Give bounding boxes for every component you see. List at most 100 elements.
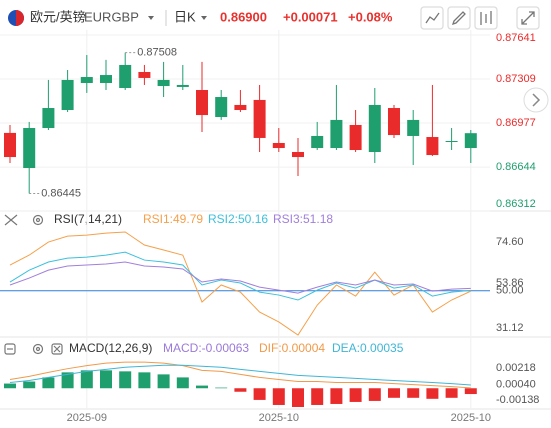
x-tick-label: 2025-10: [451, 412, 491, 424]
macd-bar: [196, 385, 208, 389]
tool-button[interactable]: [447, 6, 471, 30]
macd-bar: [368, 388, 381, 401]
macd-bar: [330, 388, 343, 404]
pane-icons: [4, 214, 63, 355]
series-line: [9, 251, 471, 301]
settings-icon-center: [35, 217, 41, 223]
header: 欧元/英镑 EURGBP 日K 0.86900 +0.00071 +0.08%: [8, 6, 540, 30]
symbol[interactable]: EURGBP: [84, 9, 139, 24]
macd-bar: [253, 388, 266, 400]
plot-area: 2025-09 2025-10 2025-10 0.87641 0.87309 0.869…: [0, 30, 539, 424]
macd-bar: [215, 387, 228, 389]
close-icon[interactable]: [51, 343, 63, 355]
high-label: 0.87508: [137, 47, 177, 59]
candle-body: [80, 77, 93, 83]
candle-body: [426, 137, 439, 156]
y-tick-label: 53.86: [496, 277, 524, 289]
macd-bar: [234, 388, 247, 392]
dropdown-arrow[interactable]: [148, 16, 154, 20]
low-label: 0.86445: [41, 187, 81, 199]
candle-body: [368, 104, 381, 152]
macd-title: MACD(12,26,9): [69, 341, 152, 355]
legend-entry: RSI1:49.79: [143, 212, 203, 226]
candle-body: [253, 99, 266, 138]
y-tick-label: 0.00218: [496, 362, 536, 374]
candle-body: [100, 75, 112, 83]
candle-body: [464, 133, 477, 149]
candle-body: [196, 90, 208, 116]
x-tick-label: 2025-10: [259, 412, 299, 424]
candle-body: [445, 141, 458, 143]
y-tick-label: 31.12: [496, 322, 524, 334]
tool-button[interactable]: [420, 6, 444, 30]
macd-bar: [157, 374, 170, 389]
macd-bar: [388, 388, 400, 398]
change: +0.00071: [283, 9, 338, 24]
tool-icon: [451, 11, 466, 26]
collapse-icon[interactable]: [4, 214, 18, 226]
settings-icon[interactable]: [32, 214, 44, 226]
macd-bar: [80, 370, 93, 389]
macd-bar: [138, 372, 151, 389]
candle-body: [119, 64, 132, 89]
y-tick-label: 0.00040: [496, 378, 536, 390]
legend-entry: DIF:0.00004: [259, 341, 325, 355]
candle-body: [292, 151, 304, 158]
settings-icon[interactable]: [32, 343, 44, 355]
y-tick-label: -0.00138: [496, 394, 539, 406]
macd-bar: [272, 388, 285, 405]
scroll-button[interactable]: [523, 87, 549, 113]
candle-body: [407, 119, 420, 136]
macd-bar: [407, 388, 420, 398]
tool-icon: [425, 12, 440, 24]
tool-icon: [521, 11, 535, 25]
macd-bar: [311, 388, 324, 405]
settings-icon-center: [35, 346, 41, 352]
x-tick-label: 2025-09: [67, 412, 107, 424]
candle-body: [4, 132, 16, 158]
macd-bar: [100, 370, 112, 389]
macd-bar: [23, 381, 36, 389]
series-line: [9, 261, 471, 294]
collapse-icon[interactable]: [4, 343, 16, 355]
candle-body: [349, 124, 362, 151]
flag-icon-half: [16, 10, 24, 26]
legend-entry: MACD:-0.00063: [163, 341, 249, 355]
series-line: [9, 231, 472, 336]
candle-body: [138, 71, 151, 78]
instrument-name: 欧元/英镑: [30, 9, 86, 24]
change-percent: +0.08%: [348, 9, 393, 24]
series-line: [9, 361, 471, 389]
period[interactable]: 日K: [174, 9, 196, 24]
candle-body: [23, 128, 36, 169]
macd-bar: [292, 388, 304, 407]
y-tick-label: 0.86644: [496, 161, 536, 173]
candle-body: [215, 97, 228, 118]
candle-body: [388, 108, 400, 136]
macd-bar: [176, 377, 189, 389]
macd-bar: [119, 371, 132, 389]
macd-bar: [464, 388, 477, 395]
candle-body: [42, 108, 55, 129]
macd-bar: [445, 388, 458, 398]
candle-body: [330, 119, 343, 149]
macd-bar: [349, 388, 362, 402]
tool-button[interactable]: [516, 6, 540, 30]
y-tick-label: 0.87309: [496, 73, 536, 85]
series-line: [9, 364, 471, 386]
candle-body: [311, 135, 324, 149]
rsi-title: RSI(7,14,21): [54, 212, 122, 226]
candle-body: [234, 104, 247, 111]
tool-button[interactable]: [474, 6, 498, 30]
dropdown-arrow[interactable]: [201, 16, 207, 20]
close-icon-cross: [53, 345, 61, 353]
macd-bar: [42, 377, 55, 389]
legend-entry: RSI3:51.18: [273, 212, 333, 226]
y-tick-label: 50.00: [496, 285, 524, 297]
y-tick-label: 74.60: [496, 236, 524, 248]
macd-bar: [61, 372, 74, 389]
candle-body: [176, 84, 189, 87]
candle-body: [61, 79, 74, 111]
scroll-chevron: [532, 93, 541, 107]
